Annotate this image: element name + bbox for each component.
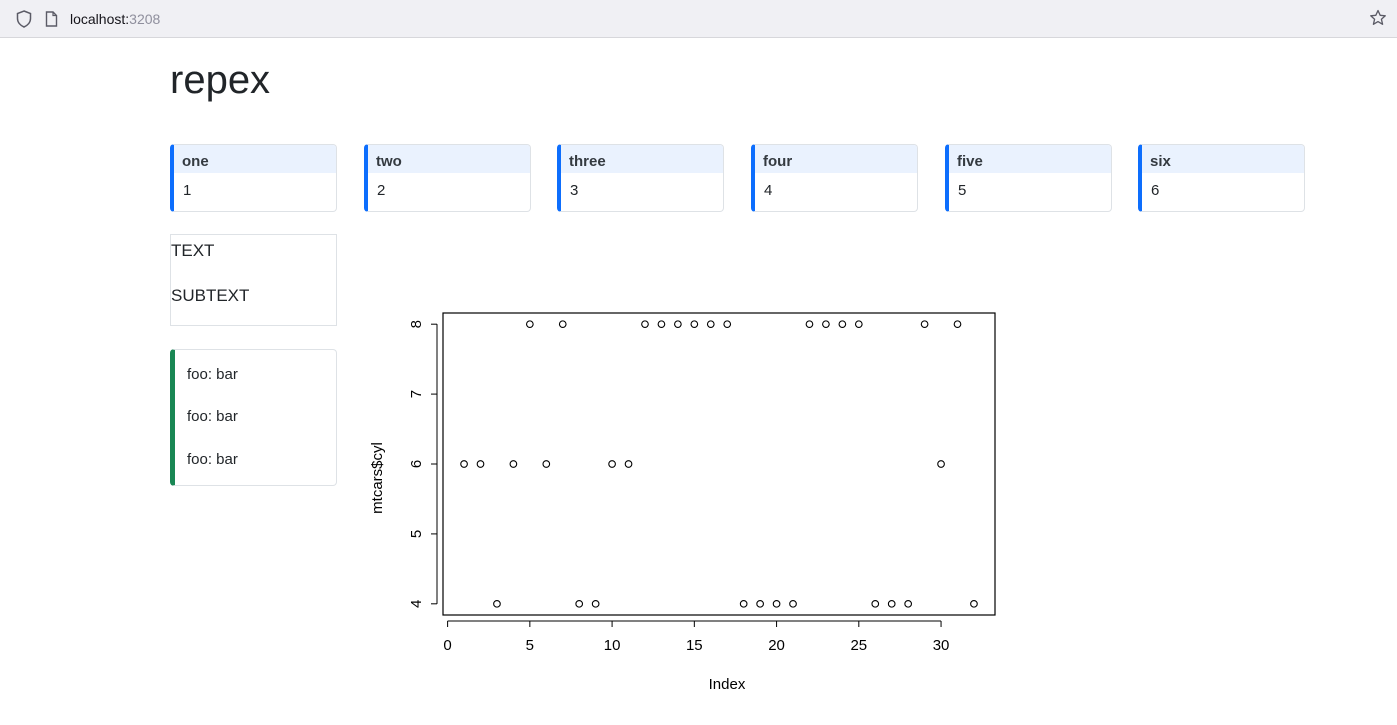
data-point — [641, 320, 649, 329]
data-point — [805, 320, 814, 329]
data-point — [706, 320, 715, 329]
value-box-value: 4 — [764, 182, 773, 199]
value-box-value: 2 — [377, 182, 386, 199]
data-point — [493, 599, 501, 608]
value-box-two: two 2 — [364, 144, 531, 212]
data-point — [838, 320, 847, 329]
value-box-label: six — [1142, 145, 1304, 173]
shield-icon[interactable] — [16, 10, 32, 28]
browser-toolbar: localhost:3208 — [0, 0, 1397, 38]
value-box-label: four — [755, 145, 917, 173]
text-card: TEXT SUBTEXT — [170, 234, 337, 326]
value-box-label: five — [949, 145, 1111, 173]
data-point — [674, 320, 682, 329]
data-point — [772, 599, 781, 608]
value-box-three: three 3 — [557, 144, 724, 212]
foo-item: foo: bar — [187, 408, 238, 425]
data-point — [756, 599, 764, 608]
data-point — [723, 320, 732, 329]
page-icon — [45, 11, 58, 27]
scatter-plot: 0 5 10 15 20 25 30 4 5 6 7 8 Index mtcars$cyl — [369, 312, 996, 693]
data-point — [739, 599, 748, 608]
data-point — [476, 460, 485, 468]
data-point — [871, 599, 880, 608]
data-point — [542, 460, 551, 468]
card-subtext: SUBTEXT — [171, 286, 250, 305]
value-box-one: one 1 — [170, 144, 337, 212]
value-box-five: five 5 — [945, 144, 1112, 212]
plot-box — [442, 312, 996, 616]
data-point — [525, 320, 534, 329]
x-tick-label: 5 — [526, 637, 534, 654]
value-box-value: 5 — [958, 182, 967, 199]
foo-card: foo: bar foo: bar foo: bar — [170, 349, 337, 486]
data-point — [509, 460, 518, 468]
y-tick-label: 4 — [408, 600, 425, 608]
data-point — [558, 320, 567, 329]
data-point — [887, 599, 896, 608]
url-host: localhost: — [70, 11, 130, 27]
foo-item: foo: bar — [187, 366, 238, 383]
data-point — [575, 599, 584, 608]
value-box-four: four 4 — [751, 144, 918, 212]
y-tick-label: 6 — [408, 460, 425, 468]
data-point — [854, 320, 863, 329]
y-tick-label: 7 — [408, 390, 425, 398]
y-axis-label: mtcars$cyl — [369, 442, 386, 514]
data-point — [690, 320, 699, 329]
url-port: 3208 — [129, 11, 161, 27]
value-box-label: two — [368, 145, 530, 173]
data-point — [657, 320, 666, 329]
x-tick-label: 20 — [768, 637, 785, 654]
value-box-label: three — [561, 145, 723, 173]
value-box-value: 3 — [570, 182, 579, 199]
page-title: repex — [170, 58, 271, 102]
data-point — [920, 320, 929, 329]
url-bar[interactable]: localhost:3208 — [70, 11, 160, 27]
foo-item: foo: bar — [187, 451, 238, 468]
card-text: TEXT — [171, 241, 215, 260]
value-box-value: 1 — [183, 182, 192, 199]
x-tick-label: 30 — [933, 637, 950, 654]
data-point — [624, 460, 633, 468]
data-point — [591, 599, 600, 608]
y-tick-label: 5 — [408, 530, 425, 538]
value-box-six: six 6 — [1138, 144, 1305, 212]
bookmark-star-icon[interactable] — [1369, 9, 1387, 27]
data-point — [953, 320, 962, 329]
data-point — [937, 460, 945, 468]
x-tick-label: 0 — [443, 637, 451, 654]
value-box-label: one — [174, 145, 336, 173]
x-tick-label: 10 — [604, 637, 621, 654]
data-point — [608, 460, 616, 468]
y-tick-label: 8 — [408, 320, 425, 328]
data-point — [904, 599, 913, 608]
data-point — [460, 460, 468, 468]
x-tick-label: 25 — [850, 637, 867, 654]
x-axis-label: Index — [709, 676, 746, 693]
data-point — [789, 599, 797, 608]
data-point — [970, 599, 978, 608]
x-tick-label: 15 — [686, 637, 703, 654]
value-box-value: 6 — [1151, 182, 1160, 199]
data-point — [822, 320, 830, 329]
